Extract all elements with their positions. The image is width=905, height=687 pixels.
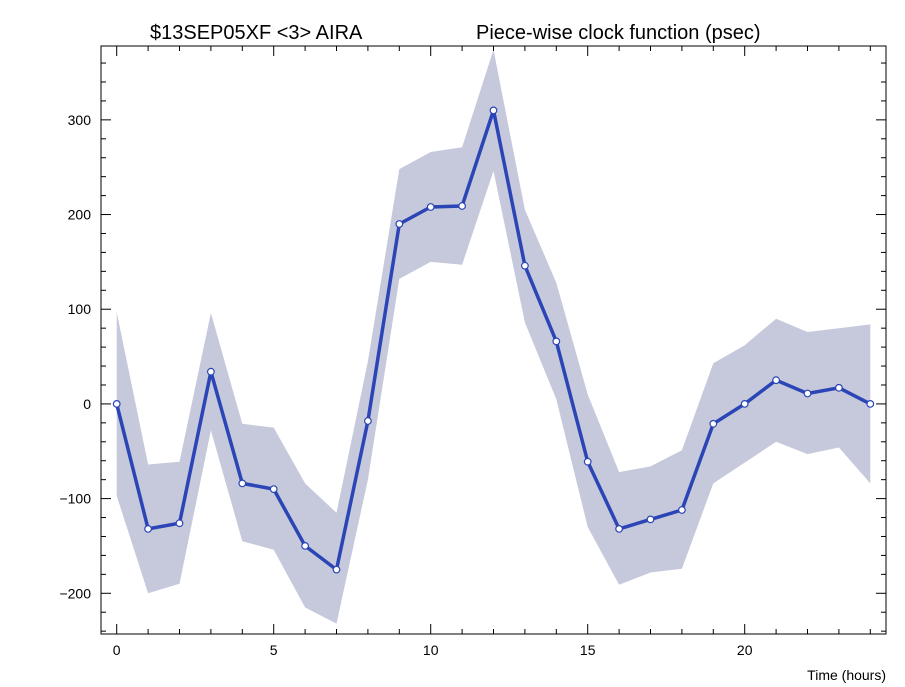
data-point <box>552 337 561 346</box>
data-point <box>269 485 278 494</box>
data-point <box>112 400 121 408</box>
data-point <box>458 202 467 210</box>
data-point <box>583 457 592 466</box>
data-point <box>835 383 843 392</box>
y-tick-label: 200 <box>68 207 92 223</box>
data-point <box>772 376 780 385</box>
data-point <box>646 515 655 524</box>
data-point <box>395 220 404 228</box>
data-point <box>426 203 435 211</box>
data-point <box>521 261 529 270</box>
axis-ticks <box>101 46 886 634</box>
chart-title-right: Piece-wise clock function (psec) <box>476 22 761 44</box>
data-point <box>144 525 153 533</box>
x-tick-label: 15 <box>580 642 596 658</box>
data-point <box>866 400 875 408</box>
confidence-band <box>116 49 871 624</box>
axis-tick-labels: 0 5 10 15 20 −200 −100 0 100 200 300 <box>59 112 752 658</box>
data-point <box>332 565 341 574</box>
data-point <box>301 542 310 550</box>
data-point <box>740 400 749 408</box>
data-point-layer <box>112 106 875 574</box>
data-point <box>678 506 686 514</box>
x-tick-label: 20 <box>737 642 753 658</box>
data-point <box>206 367 215 376</box>
x-axis-label: Time (hours) <box>807 667 886 683</box>
data-point <box>489 106 498 115</box>
data-point <box>238 479 247 488</box>
y-tick-label: 300 <box>68 112 92 128</box>
y-tick-label: −100 <box>59 491 91 507</box>
data-point <box>803 389 812 398</box>
data-point <box>175 519 184 528</box>
data-point <box>364 417 372 425</box>
y-tick-label: 100 <box>68 301 92 317</box>
chart-title-left: $13SEP05XF <3> AIRA <box>150 22 363 44</box>
data-point <box>709 419 718 428</box>
x-tick-label: 5 <box>270 642 278 658</box>
x-tick-label: 0 <box>113 642 121 658</box>
x-tick-label: 10 <box>423 642 439 658</box>
y-tick-label: 0 <box>83 396 91 412</box>
confidence-band-layer <box>116 49 871 624</box>
y-tick-label: −200 <box>59 585 91 601</box>
data-point <box>615 525 623 533</box>
